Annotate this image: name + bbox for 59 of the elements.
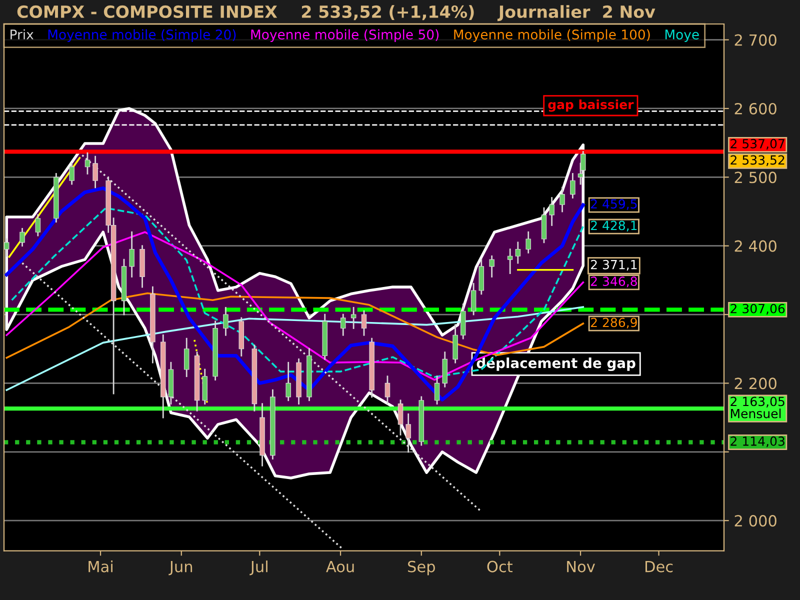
- candlestick: [4, 238, 10, 257]
- candlestick: [361, 310, 367, 336]
- candlestick: [286, 362, 291, 402]
- candlestick: [69, 162, 74, 185]
- candlestick: [570, 173, 576, 198]
- candlestick: [515, 242, 521, 264]
- ref-line-label: 2 537,07: [730, 138, 784, 150]
- x-tick-label: Jul: [250, 560, 268, 576]
- annotation: 2 371,1: [590, 260, 637, 271]
- candlestick: [507, 248, 513, 274]
- y-tick-label: 2 700: [734, 34, 776, 46]
- candlestick: [560, 186, 565, 212]
- candlestick: [384, 376, 390, 405]
- data-label: 2 428,1: [590, 220, 637, 232]
- x-tick-label: Nov: [567, 560, 595, 572]
- candlestick: [398, 400, 404, 436]
- candlestick: [35, 214, 41, 236]
- line-series: [4, 186, 585, 402]
- data-label: 2 286,9: [590, 318, 637, 328]
- x-tick-label: Mai: [88, 560, 112, 572]
- candlestick: [129, 231, 134, 278]
- line-series: [6, 231, 584, 381]
- candlestick: [340, 314, 346, 336]
- line-series: [10, 207, 584, 378]
- annotation: déplacement de gap: [476, 356, 636, 372]
- text: 2 533,52: [730, 155, 784, 166]
- y-tick-label: 2 000: [734, 515, 776, 527]
- candlestick: [549, 197, 554, 226]
- line-series: [6, 306, 584, 391]
- y-tick-label: 2 200: [734, 378, 776, 390]
- text: Prix: [10, 29, 34, 40]
- candlestick: [350, 306, 356, 329]
- ref-line-label: 2 163,05 Mensuel: [730, 396, 784, 418]
- annotation: gap baissier: [548, 100, 634, 112]
- candlestick: [20, 228, 25, 247]
- text: Moyenne mobile (Simple 20): [48, 29, 236, 42]
- candlestick: [489, 255, 494, 278]
- x-tick-label: Jun: [168, 560, 192, 576]
- text: Moyenne mobile (Simple 50): [251, 29, 439, 42]
- text: Moyenne mobile (Simple 100): [454, 29, 650, 42]
- chart-title: COMPX - COMPOSITE INDEX 2 533,52 (+1,14%) Journalier 2 Nov: [17, 5, 656, 22]
- text: Moye: [665, 30, 699, 42]
- ref-line-label: 2 307,06: [730, 304, 785, 315]
- x-tick-label: Sep: [408, 560, 435, 576]
- data-label: 2 346,8: [590, 276, 637, 288]
- y-tick-label: 2 600: [734, 102, 776, 114]
- candlestick: [470, 282, 476, 316]
- candlestick: [223, 306, 228, 336]
- x-tick-label: Aou: [326, 560, 354, 572]
- y-tick-label: 2 500: [734, 172, 776, 184]
- y-tick-label: 2 400: [734, 240, 776, 252]
- ref-line-label: 2 114,03: [730, 436, 784, 448]
- candlestick: [406, 413, 411, 453]
- candlestick: [434, 376, 440, 405]
- candlestick: [184, 338, 190, 378]
- x-tick-label: Dec: [646, 560, 673, 572]
- data-label: 2 459,5: [590, 199, 637, 210]
- x-tick-label: Oct: [487, 560, 512, 572]
- candlestick: [526, 231, 531, 254]
